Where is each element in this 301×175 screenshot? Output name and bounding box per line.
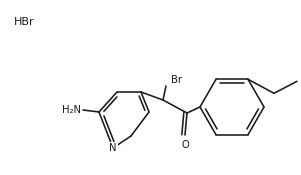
Text: H₂N: H₂N <box>62 105 81 115</box>
Text: O: O <box>181 140 189 150</box>
Text: Br: Br <box>171 75 182 85</box>
Text: HBr: HBr <box>14 17 35 27</box>
Text: N: N <box>109 143 117 153</box>
